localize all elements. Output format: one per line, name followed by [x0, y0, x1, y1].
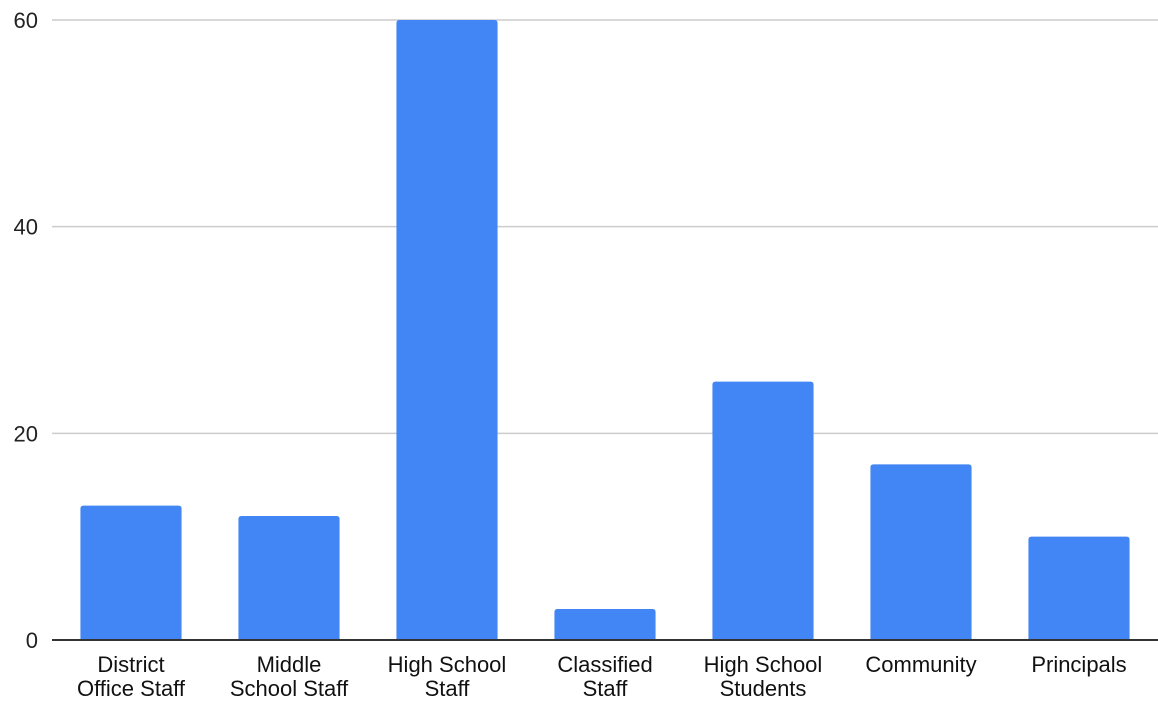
- bar-6: [1028, 536, 1130, 640]
- x-category-label: District Office Staff: [77, 652, 186, 701]
- x-category-label-line: Classified: [557, 652, 652, 677]
- x-category-label-line: High School: [388, 652, 507, 677]
- x-category-label-line: School Staff: [230, 676, 349, 701]
- x-category-label: High School Staff: [388, 652, 507, 701]
- x-category-label: Middle School Staff: [230, 652, 349, 701]
- x-axis-labels: District Office Staff Middle School Staff Hi…: [77, 652, 1127, 701]
- bar-1: [238, 516, 340, 640]
- x-category-label: Community: [865, 652, 976, 677]
- y-tick-label: 60: [14, 8, 38, 33]
- y-tick-label: 20: [14, 421, 38, 446]
- y-tick-label: 40: [14, 215, 38, 240]
- x-category-label-line: Staff: [583, 676, 629, 701]
- x-category-label-line: High School: [704, 652, 823, 677]
- x-category-label-line: Staff: [425, 676, 471, 701]
- y-axis-ticks: 0 20 40 60: [14, 8, 38, 653]
- x-category-label: Classified Staff: [557, 652, 652, 701]
- x-category-label: High School Students: [704, 652, 823, 701]
- bar-5: [870, 464, 972, 640]
- x-category-label-line: District: [97, 652, 164, 677]
- x-category-label-line: Community: [865, 652, 976, 677]
- x-category-label-line: Middle: [257, 652, 322, 677]
- bar-2: [396, 20, 498, 640]
- bars: [80, 20, 1130, 640]
- bar-0: [80, 505, 182, 640]
- x-category-label-line: Students: [720, 676, 807, 701]
- x-category-label-line: Office Staff: [77, 676, 186, 701]
- x-category-label: Principals: [1031, 652, 1126, 677]
- bar-4: [712, 381, 814, 640]
- y-tick-label: 0: [26, 628, 38, 653]
- bar-3: [554, 609, 656, 640]
- x-category-label-line: Principals: [1031, 652, 1126, 677]
- gridlines: [52, 19, 1158, 435]
